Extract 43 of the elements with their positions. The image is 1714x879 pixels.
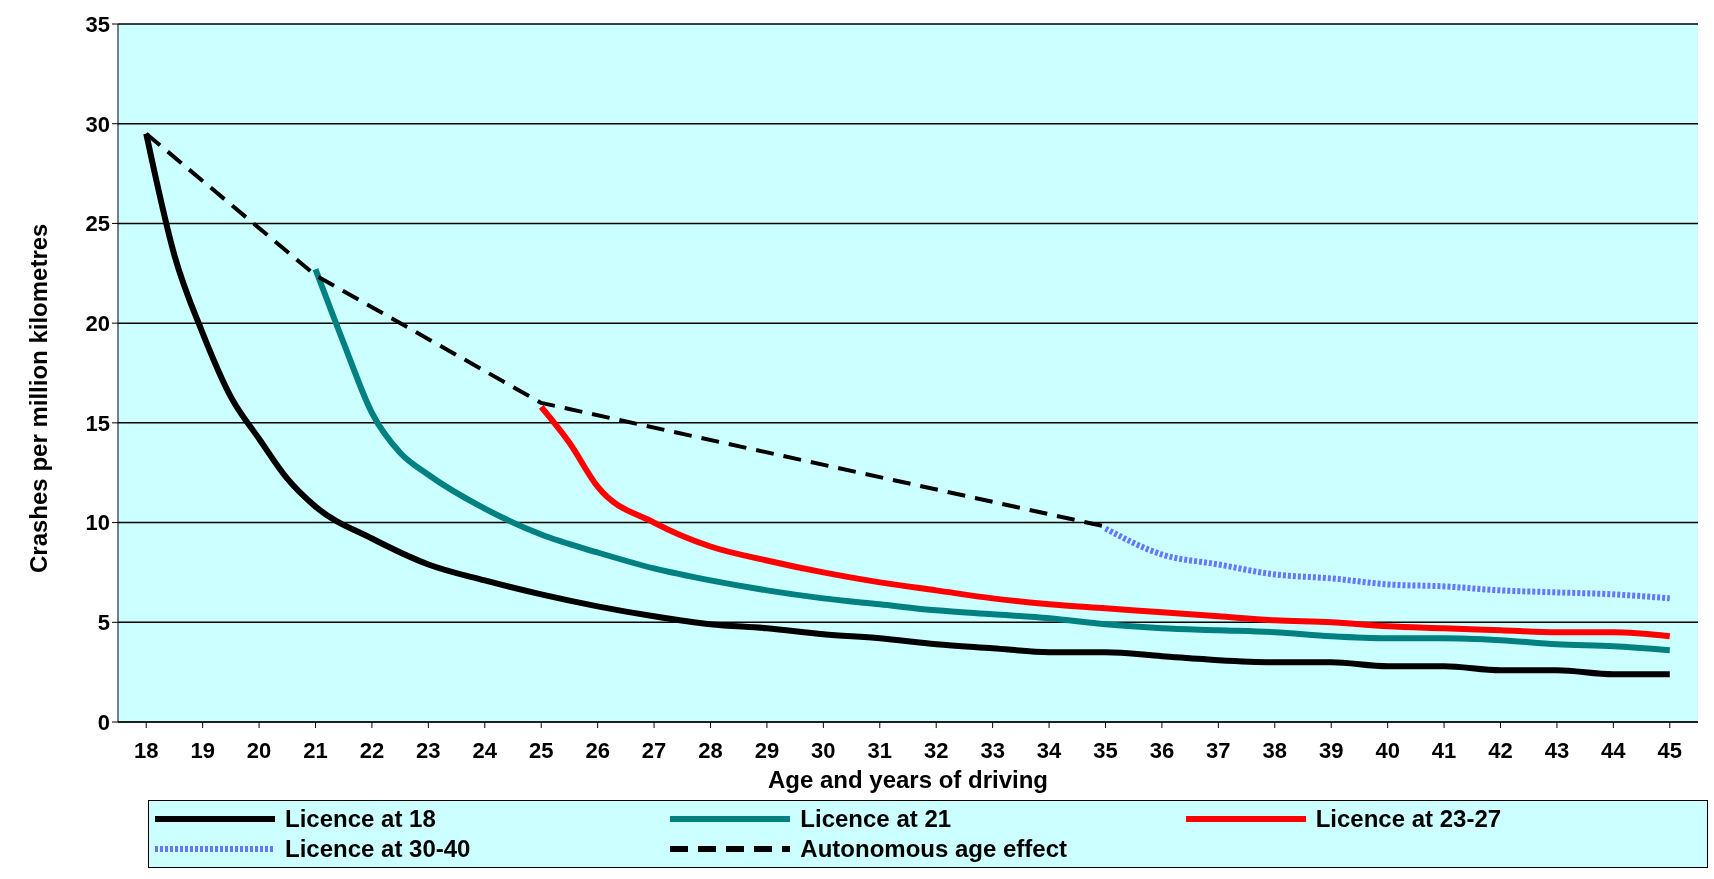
legend-label: Licence at 23-27 — [1315, 805, 1502, 833]
x-tick-label: 39 — [1318, 737, 1344, 763]
x-axis-title: Age and years of driving — [767, 766, 1049, 793]
x-tick-label: 40 — [1375, 737, 1400, 763]
x-tick-label: 19 — [190, 737, 215, 763]
x-tick-label: 21 — [303, 737, 328, 763]
legend-label: Licence at 21 — [800, 805, 952, 833]
x-tick-label: 26 — [585, 737, 610, 763]
x-tick-label: 36 — [1149, 737, 1175, 763]
legend-label: Licence at 30-40 — [285, 835, 471, 863]
x-tick-label: 32 — [923, 737, 949, 763]
x-tick-label: 28 — [698, 737, 723, 763]
x-tick-label: 24 — [472, 737, 498, 763]
x-tick-label: 22 — [359, 737, 385, 763]
y-axis-title: Crashes per million kilometres — [24, 223, 52, 573]
x-tick-label: 31 — [867, 737, 893, 763]
x-tick-label: 44 — [1601, 737, 1627, 763]
x-tick-label: 30 — [811, 737, 836, 763]
x-tick-label: 45 — [1657, 737, 1683, 763]
x-tick-label: 20 — [246, 737, 272, 763]
y-tick-label: 25 — [85, 211, 110, 237]
x-tick-label: 41 — [1431, 737, 1457, 763]
x-tick-label: 34 — [1036, 737, 1063, 763]
y-tick-label: 35 — [85, 11, 110, 37]
y-tick-label: 20 — [85, 310, 110, 336]
y-tick-label: 30 — [85, 111, 110, 137]
x-tick-label: 35 — [1093, 737, 1118, 763]
legend-label: Autonomous age effect — [800, 835, 1068, 863]
x-tick-label: 18 — [133, 737, 159, 763]
y-tick-label: 5 — [97, 610, 110, 636]
x-tick-label: 29 — [754, 737, 780, 763]
x-tick-label: 38 — [1262, 737, 1288, 763]
x-tick-label: 25 — [528, 737, 554, 763]
x-tick-label: 42 — [1488, 737, 1513, 763]
x-tick-label: 43 — [1544, 737, 1570, 763]
y-tick-label: 0 — [97, 709, 110, 735]
y-tick-label: 10 — [85, 510, 110, 536]
x-tick-label: 23 — [416, 737, 441, 763]
x-tick-label: 33 — [980, 737, 1005, 763]
y-tick-label: 15 — [85, 410, 110, 436]
x-tick-label: 37 — [1206, 737, 1231, 763]
x-tick-label: 27 — [641, 737, 667, 763]
legend-label: Licence at 18 — [285, 805, 436, 833]
